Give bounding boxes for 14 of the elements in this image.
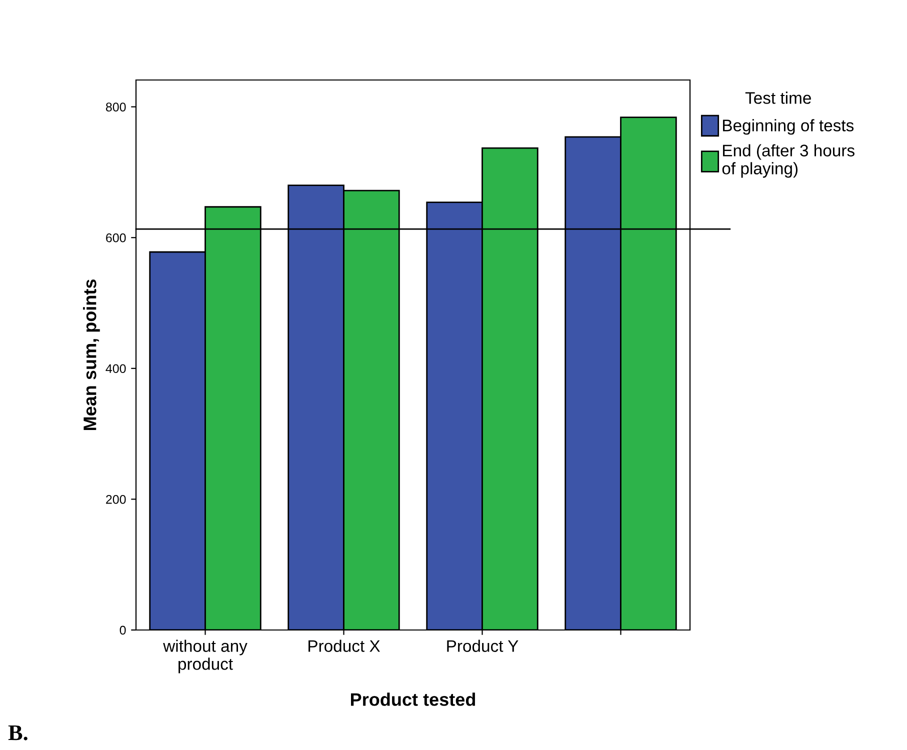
legend-label: Beginning of tests [723, 119, 854, 135]
x-axis-title: Product tested [351, 692, 476, 706]
y-axis-title: Mean sum, points [83, 279, 100, 430]
x-tick-label: Product Y [447, 640, 518, 652]
x-tick-label: Product X [308, 640, 380, 652]
y-tick-label: 800 [106, 102, 126, 112]
y-tick-label: 200 [106, 495, 126, 504]
y-tick-label: 400 [106, 364, 126, 374]
y-tick-label: 0 [120, 626, 126, 635]
legend-title: Test time [745, 92, 811, 104]
y-tick-label: 600 [106, 233, 126, 242]
text: B. [8, 725, 28, 740]
legend-label: End (after 3 hours of playing) [722, 144, 854, 178]
x-tick-label: without any product [163, 640, 248, 674]
